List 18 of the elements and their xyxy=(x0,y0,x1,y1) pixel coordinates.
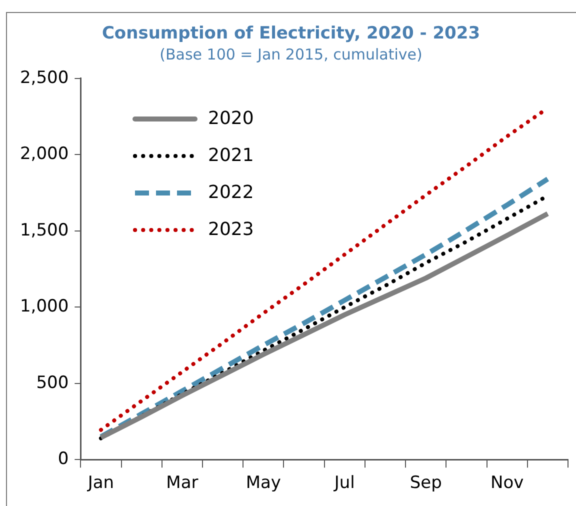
y-tick-label: 1,500 xyxy=(20,220,69,240)
x-tick-label: Sep xyxy=(410,473,442,494)
y-tick-label: 500 xyxy=(36,372,69,393)
x-tick-label: Jul xyxy=(333,473,355,494)
chart-subtitle: (Base 100 = Jan 2015, cumulative) xyxy=(160,45,422,64)
legend-label: 2021 xyxy=(208,145,254,166)
legend-label: 2020 xyxy=(208,108,254,129)
x-tick-label: Nov xyxy=(490,473,524,494)
legend-label: 2023 xyxy=(208,219,254,240)
x-tick-label: Mar xyxy=(166,473,198,494)
y-tick-label: 2,000 xyxy=(20,144,69,164)
y-tick-label: 1,000 xyxy=(20,296,69,317)
y-tick-label: 2,500 xyxy=(20,68,69,88)
legend-label: 2022 xyxy=(208,182,254,203)
chart-title: Consumption of Electricity, 2020 - 2023 xyxy=(102,24,480,44)
x-tick-label: May xyxy=(246,473,281,494)
x-tick-label: Jan xyxy=(86,473,114,494)
y-tick-label: 0 xyxy=(58,449,69,470)
